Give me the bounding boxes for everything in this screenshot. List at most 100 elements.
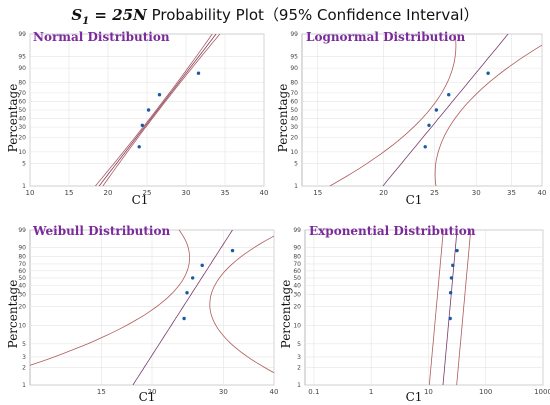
title-symbol: S1 = 25N (71, 6, 147, 27)
y-tick-label: 50 (290, 107, 298, 114)
y-tick-label: 60 (18, 99, 26, 106)
y-tick-label: 1 (22, 183, 26, 190)
fit-line (382, 34, 509, 186)
y-tick-label: 2 (297, 364, 301, 371)
y-tick-label: 60 (18, 268, 26, 275)
ci-upper-line (456, 230, 472, 385)
data-point (486, 71, 490, 75)
x-tick-label: 35 (507, 189, 516, 197)
y-tick-label: 95 (290, 53, 298, 60)
x-tick-label: 10 (26, 189, 35, 197)
fit-line (132, 230, 233, 385)
y-tick-label: 10 (18, 323, 26, 330)
data-point (182, 316, 186, 321)
panel-title: Weibull Distribution (32, 224, 170, 238)
x-tick-label: 30 (182, 189, 191, 197)
x-axis-label: C1 (139, 390, 156, 404)
y-tick-label: 60 (290, 99, 298, 106)
x-axis-label: C1 (406, 390, 423, 404)
data-point (185, 291, 189, 295)
y-tick-label: 1 (297, 382, 301, 389)
data-point (200, 263, 204, 268)
x-tick-label: 1000 (534, 388, 550, 396)
y-tick-label: 3 (297, 354, 301, 361)
data-point (427, 123, 431, 127)
x-axis-label: C1 (132, 193, 149, 207)
x-tick-label: 40 (260, 189, 269, 197)
figure-title: S1 = 25N Probability Plot（95% Confidence… (0, 4, 550, 27)
x-tick-label: 40 (270, 388, 279, 396)
y-tick-label: 60 (293, 268, 301, 275)
y-tick-label: 40 (293, 283, 301, 290)
y-tick-label: 5 (22, 161, 26, 168)
data-point (448, 316, 452, 321)
y-tick-label: 50 (18, 107, 26, 114)
y-tick-label: 10 (293, 323, 301, 330)
y-tick-label: 30 (18, 292, 26, 299)
x-tick-label: 35 (221, 189, 230, 197)
data-point (455, 248, 459, 253)
data-point (140, 123, 145, 127)
y-tick-label: 90 (18, 65, 26, 72)
fit-lines (94, 34, 221, 186)
y-tick-label: 99 (293, 227, 301, 234)
title-stat-label: 25N (112, 6, 147, 24)
ci-lower-line (94, 34, 213, 186)
y-tick-label: 40 (290, 115, 298, 122)
data-point (448, 291, 453, 295)
y-tick-label: 2 (22, 364, 26, 371)
y-tick-label: 70 (293, 261, 301, 268)
fit-lines (428, 230, 472, 385)
x-tick-label: 15 (65, 189, 74, 197)
x-tick-label: 100 (479, 388, 492, 396)
y-tick-label: 20 (18, 134, 26, 141)
data-point (423, 145, 427, 149)
y-tick-label: 90 (290, 65, 298, 72)
ci-lower-line (30, 230, 191, 366)
y-tick-label: 30 (18, 124, 26, 131)
y-axis-label: Percentage (6, 84, 20, 153)
ci-upper-line (102, 34, 221, 186)
x-tick-label: 25 (430, 189, 439, 197)
x-tick-label: 10 (424, 388, 433, 396)
panel-title: Normal Distribution (33, 30, 170, 44)
x-tick-label: 25 (143, 189, 152, 197)
x-tick-label: 40 (538, 189, 547, 197)
y-tick-label: 80 (290, 80, 298, 87)
y-tick-label: 30 (290, 124, 298, 131)
x-tick-label: 30 (472, 189, 481, 197)
y-tick-label: 40 (18, 283, 26, 290)
x-tick-label: 20 (104, 189, 113, 197)
y-tick-label: 5 (297, 341, 301, 348)
panel-title: Lognormal Distribution (306, 30, 465, 44)
data-point (434, 108, 439, 112)
y-tick-label: 1 (294, 183, 298, 190)
x-tick-label: 30 (219, 388, 228, 396)
y-tick-label: 40 (18, 115, 26, 122)
data-point (146, 108, 151, 112)
fit-line (442, 230, 458, 385)
data-point (157, 93, 162, 97)
y-tick-label: 10 (290, 149, 298, 156)
y-tick-label: 70 (18, 261, 26, 268)
y-axis-label: Percentage (276, 84, 290, 153)
y-tick-label: 50 (18, 275, 26, 282)
data-point (190, 276, 195, 280)
panel-title: Exponential Distribution (309, 224, 476, 238)
x-tick-label: 0.1 (308, 388, 319, 396)
ci-upper-line (209, 235, 274, 374)
x-tick-label: 20 (379, 189, 388, 197)
x-tick-label: 15 (97, 388, 106, 396)
data-point (196, 71, 201, 75)
data-point (451, 263, 455, 268)
x-tick-label: 20 (148, 388, 157, 396)
y-tick-label: 70 (18, 90, 26, 97)
title-text: Probability Plot（95% Confidence Interval… (151, 6, 479, 24)
y-axis-label: Percentage (6, 280, 20, 349)
y-tick-label: 1 (22, 382, 26, 389)
fit-line (98, 34, 217, 186)
